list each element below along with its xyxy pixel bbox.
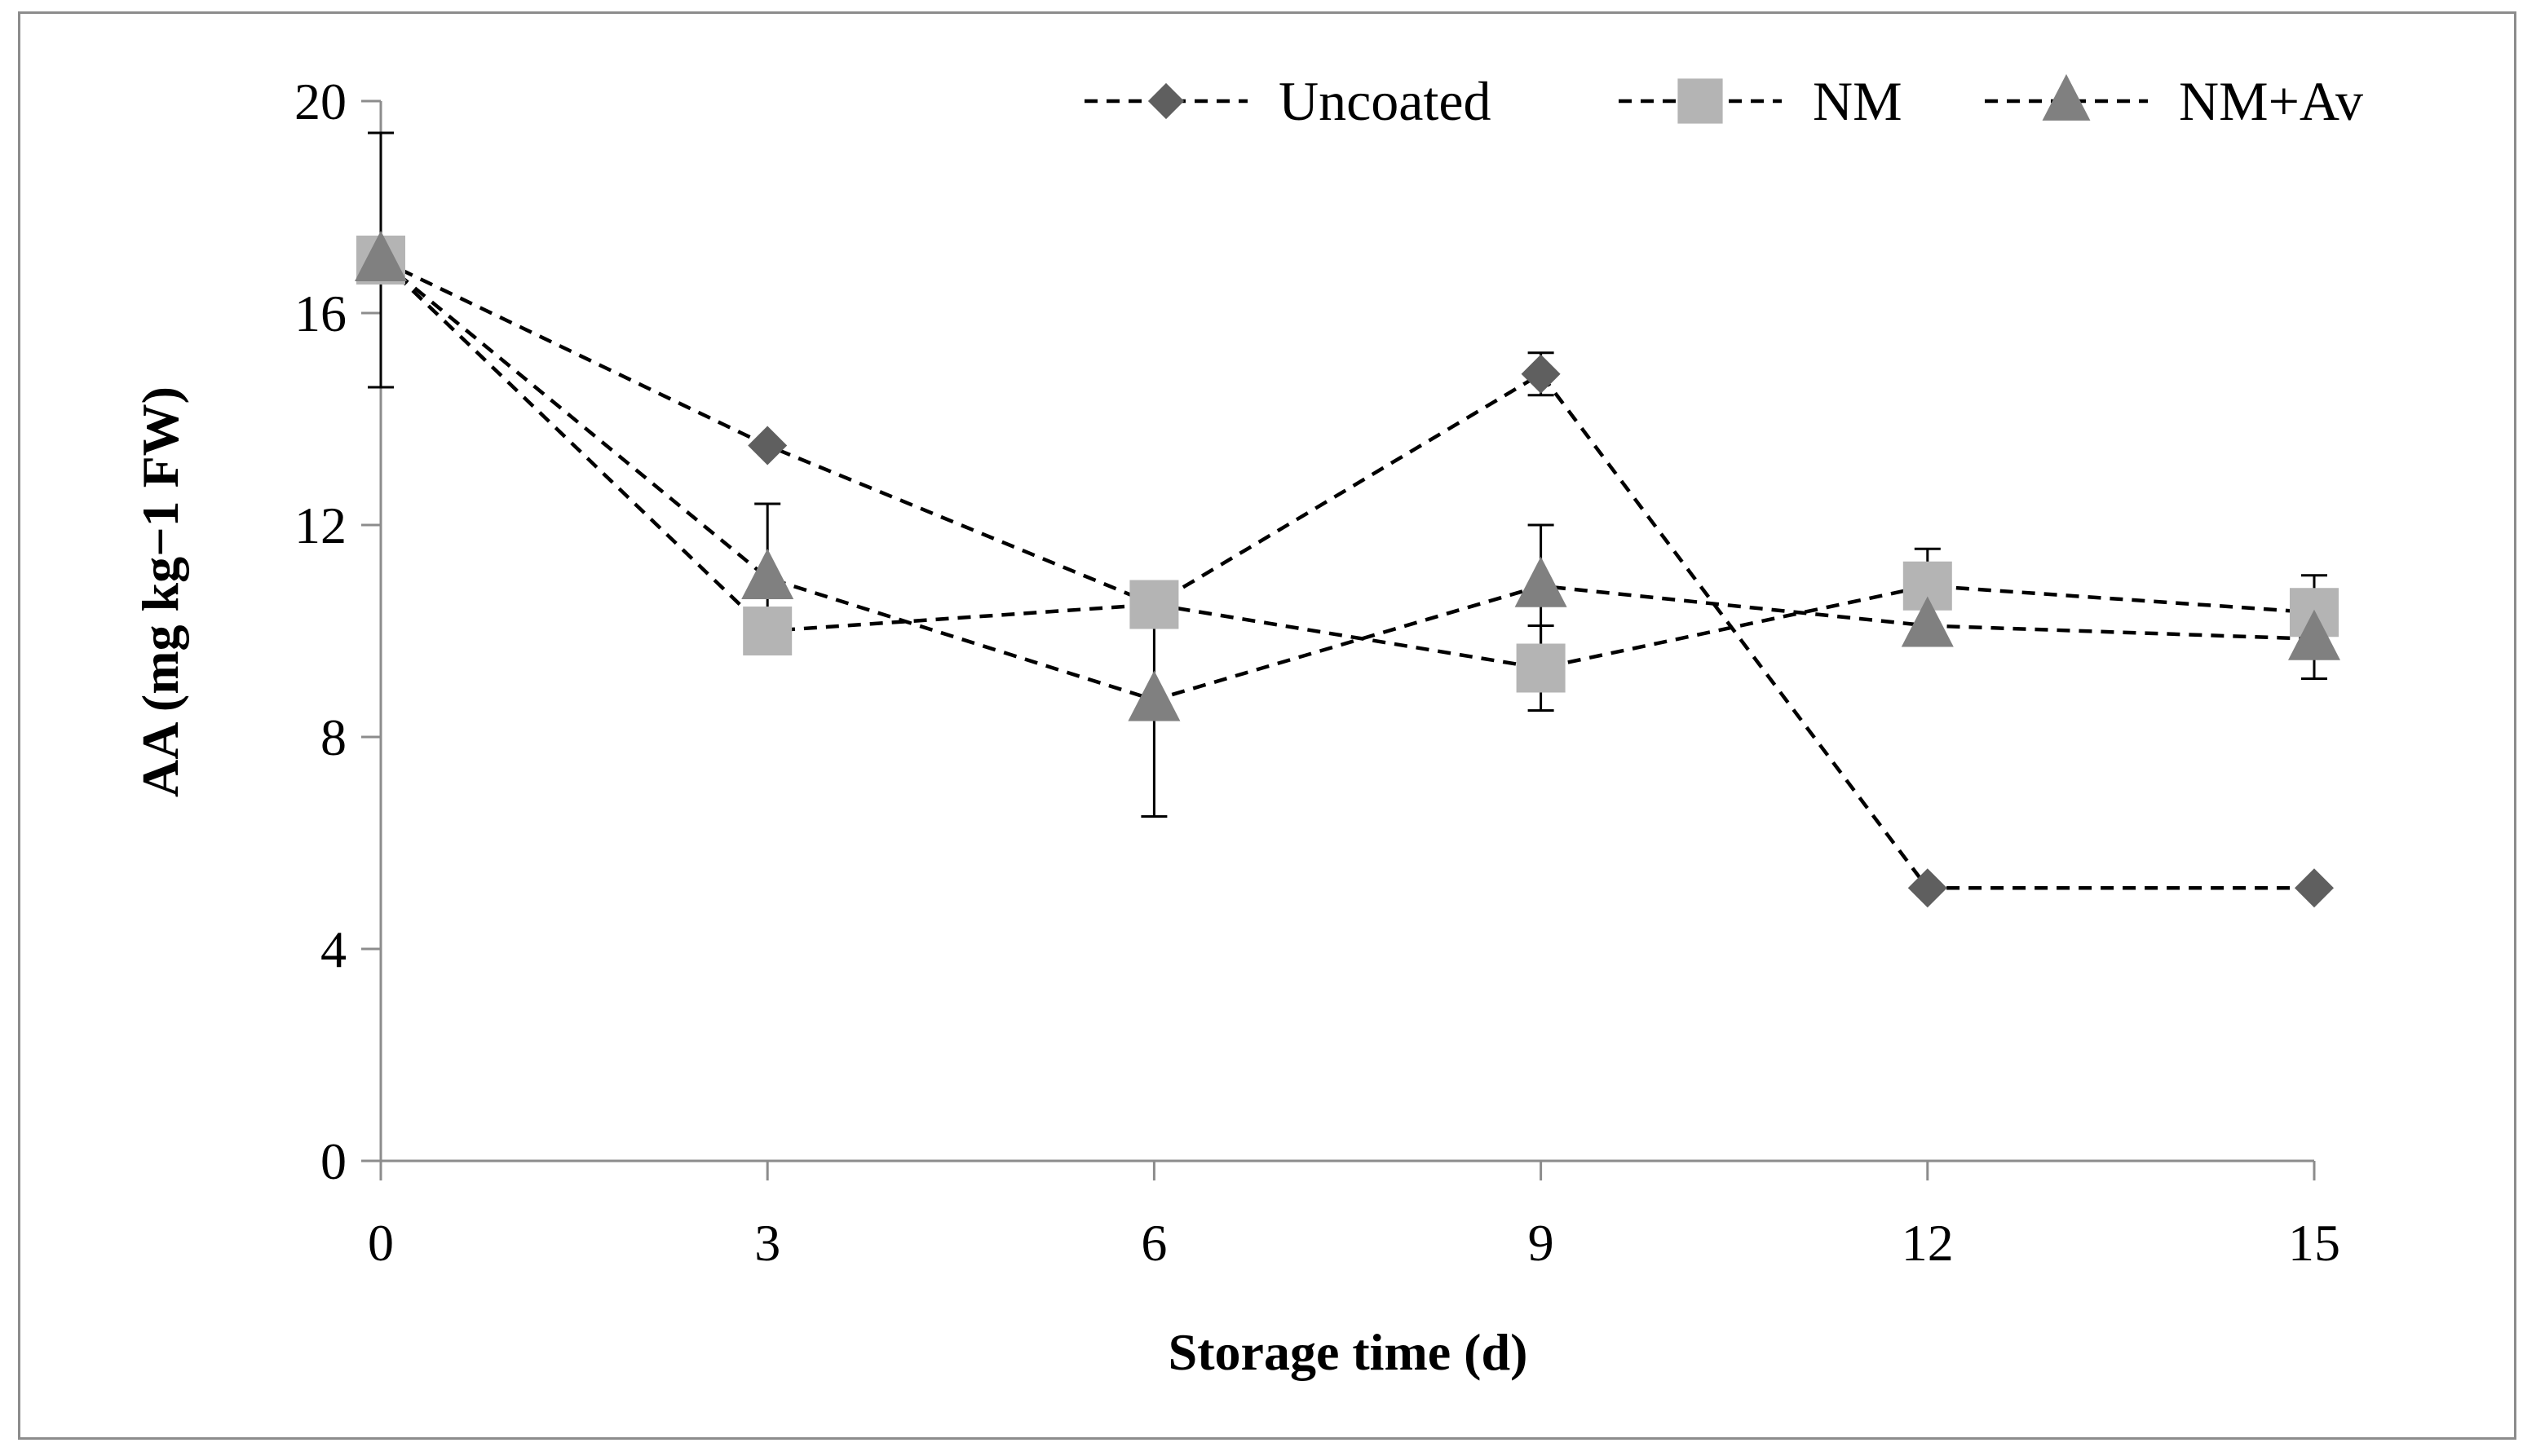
x-tick-label: 0 [368, 1214, 394, 1272]
legend-marker-nm-av [2042, 73, 2091, 121]
legend-item-nm-av: NM+Av [1985, 70, 2363, 132]
axes: 0 4 8 12 16 20 0 3 6 9 12 15 [294, 73, 2340, 1272]
data-point-nm-av [1901, 596, 1954, 647]
x-tick-label: 6 [1141, 1214, 1167, 1272]
x-tick-label: 9 [1528, 1214, 1554, 1272]
series-lines [379, 258, 2315, 890]
y-tick-label: 8 [320, 708, 347, 766]
data-point-nm [743, 607, 793, 655]
legend-label-uncoated: Uncoated [1279, 70, 1491, 132]
legend-item-uncoated: Uncoated [1085, 70, 1491, 132]
data-point-nm [1516, 643, 1566, 693]
markers [355, 231, 2340, 908]
data-point-uncoated [2295, 868, 2334, 908]
x-tick-label: 15 [2288, 1214, 2340, 1272]
legend-label-nm: NM [1813, 70, 1902, 132]
data-point-uncoated [1907, 868, 1947, 908]
legend-item-nm: NM [1619, 70, 1902, 132]
x-axis-title: Storage time (d) [1169, 1323, 1528, 1381]
data-point-nm [1129, 580, 1179, 629]
data-point-nm-av [741, 549, 794, 599]
legend-marker-uncoated [1147, 82, 1185, 120]
data-point-nm-av [1128, 670, 1181, 721]
y-axis-title: AA (mg kg−1 FW) [131, 386, 189, 797]
y-tick-label: 16 [294, 285, 347, 342]
y-tick-label: 12 [294, 496, 347, 554]
series-line-nm-av [379, 258, 2315, 702]
data-point-uncoated [748, 426, 788, 465]
y-tick-label: 20 [294, 73, 347, 130]
data-point-uncoated [1521, 354, 1561, 394]
data-point-nm-av [2288, 609, 2340, 660]
legend-marker-nm [1677, 78, 1723, 124]
legend: Uncoated NM NM+Av [1085, 70, 2363, 132]
data-point-nm-av [355, 231, 407, 281]
legend-label-nm-av: NM+Av [2179, 70, 2363, 132]
chart-frame [18, 11, 2516, 1440]
y-tick-label: 4 [320, 920, 347, 978]
x-tick-label: 12 [1902, 1214, 1954, 1272]
data-point-nm-av [1514, 556, 1567, 607]
series-line-nm [379, 258, 2315, 670]
error-bars [368, 131, 2327, 818]
series-line-uncoated [380, 258, 2314, 890]
x-tick-label: 3 [754, 1214, 780, 1272]
y-tick-label: 0 [320, 1132, 347, 1190]
